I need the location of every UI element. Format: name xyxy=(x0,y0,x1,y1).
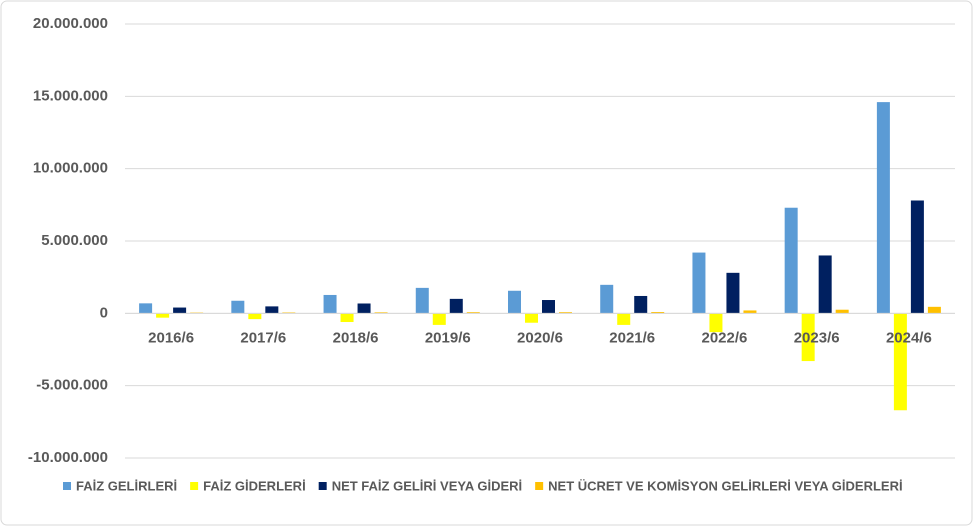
bar xyxy=(692,252,706,314)
bar xyxy=(784,207,798,314)
bar xyxy=(449,298,463,314)
bar xyxy=(432,313,446,325)
bar xyxy=(415,287,429,314)
legend-label: FAİZ GELİRLERİ xyxy=(76,478,177,493)
bar xyxy=(508,290,521,314)
bar xyxy=(634,295,648,314)
bar xyxy=(542,300,555,314)
bar xyxy=(323,294,337,314)
bar xyxy=(265,306,279,314)
bar xyxy=(525,313,538,323)
legend-label: NET FAİZ GELİRİ VEYA GİDERİ xyxy=(332,478,522,493)
y-tick-label: -5.000.000 xyxy=(36,377,108,394)
y-tick-label: 15.000.000 xyxy=(33,87,108,104)
bar xyxy=(835,309,849,314)
bar xyxy=(726,272,740,314)
legend-swatch xyxy=(190,482,199,490)
legend-swatch xyxy=(535,482,544,490)
bar xyxy=(600,284,614,314)
bar xyxy=(743,310,757,314)
x-tick-label: 2020/6 xyxy=(517,329,563,346)
y-tick-label: -10.000.000 xyxy=(28,449,108,466)
x-tick-label: 2022/6 xyxy=(701,329,747,346)
bar xyxy=(357,303,371,314)
bar xyxy=(340,313,354,323)
bar xyxy=(651,312,665,314)
bar xyxy=(248,313,262,320)
x-tick-label: 2024/6 xyxy=(886,329,932,346)
legend-swatch xyxy=(318,482,327,490)
x-tick-label: 2023/6 xyxy=(794,329,840,346)
bar xyxy=(818,255,832,314)
bar xyxy=(893,313,907,411)
legend-label: NET ÜCRET VE KOMİSYON GELİRLERİ VEYA GİD… xyxy=(548,478,902,493)
y-tick-label: 10.000.000 xyxy=(33,160,108,177)
legend-label: FAİZ GİDERLERİ xyxy=(203,478,306,493)
x-tick-label: 2021/6 xyxy=(609,329,655,346)
bar xyxy=(231,300,245,314)
x-tick-label: 2017/6 xyxy=(240,329,286,346)
y-tick-label: 5.000.000 xyxy=(41,232,108,249)
x-tick-label: 2018/6 xyxy=(333,329,379,346)
bar xyxy=(801,313,815,362)
legend-swatch xyxy=(63,482,71,490)
bar xyxy=(374,312,388,314)
bar xyxy=(617,313,631,325)
bar xyxy=(876,102,890,314)
bar xyxy=(466,312,480,314)
bar xyxy=(139,303,153,314)
bar xyxy=(709,313,723,333)
x-tick-label: 2016/6 xyxy=(148,329,194,346)
bar xyxy=(559,312,572,314)
y-tick-label: 20.000.000 xyxy=(33,15,108,32)
y-tick-label: 0 xyxy=(100,304,108,321)
bar xyxy=(910,200,924,314)
x-tick-label: 2019/6 xyxy=(425,329,471,346)
bar xyxy=(156,313,170,318)
bar xyxy=(173,307,187,314)
bar xyxy=(927,306,941,314)
